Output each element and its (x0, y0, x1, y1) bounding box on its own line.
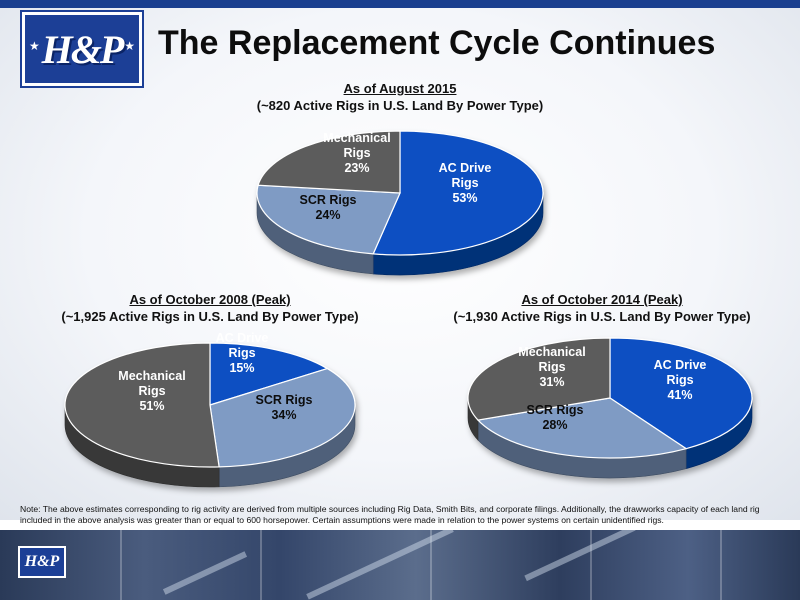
chart-subtitle: (~820 Active Rigs in U.S. Land By Power … (256, 98, 544, 113)
footer-decor (162, 551, 248, 595)
footer-decor (120, 530, 122, 600)
pie-slice-label: Mechanical Rigs 51% (118, 369, 185, 413)
footer-decor (720, 530, 722, 600)
chart-title: As of August 2015 (343, 81, 457, 96)
pie-slice-label: SCR Rigs 28% (527, 403, 584, 432)
chart-subtitle: (~1,930 Active Rigs in U.S. Land By Powe… (453, 309, 751, 324)
pie-chart-aug-2015 (256, 130, 544, 276)
pie-slice (256, 184, 401, 255)
pie-slice-label: SCR Rigs 34% (256, 393, 313, 422)
chart-title: As of October 2008 (Peak) (129, 292, 291, 307)
chart-heading-oct-2014: As of October 2014 (Peak) (~1,930 Active… (412, 291, 792, 325)
pie-slice (64, 342, 220, 468)
pie-slice-label: Mechanical Rigs 23% (323, 131, 390, 175)
pie-slice-label: AC Drive Rigs 41% (654, 358, 707, 402)
slide-title: The Replacement Cycle Continues (158, 24, 716, 62)
pie-labels: AC Drive Rigs 53% SCR Rigs 24% Mechanical Rigs… (118, 131, 706, 432)
footer-decor (590, 530, 592, 600)
pie-slice (257, 130, 401, 194)
footer-decor (260, 530, 262, 600)
star-icon: ★ (124, 39, 135, 53)
footer-logo: H&P (18, 546, 66, 578)
footer-decor (430, 530, 432, 600)
pie-slice-label: AC Drive Rigs 53% (439, 161, 492, 205)
pie-slice (476, 397, 688, 459)
pie-slice (209, 367, 356, 468)
pie-slice-label: AC Drive Rigs 15% (216, 331, 269, 375)
chart-title: As of October 2014 (Peak) (521, 292, 683, 307)
footer-decor (524, 530, 636, 582)
logo-text: H&P (41, 26, 125, 72)
chart-heading-oct-2008: As of October 2008 (Peak) (~1,925 Active… (20, 291, 400, 325)
pie-slice (467, 337, 611, 421)
pie-slice-label: SCR Rigs 24% (300, 193, 357, 222)
company-logo: ★ H&P ★ (22, 12, 142, 86)
chart-heading-aug-2015: As of August 2015 (~820 Active Rigs in U… (230, 80, 570, 114)
footer-photo-band (0, 530, 800, 600)
pie-charts-canvas: AC Drive Rigs 53% SCR Rigs 24% Mechanical Rigs… (64, 130, 753, 488)
pie-chart-oct-2008 (64, 342, 356, 488)
pie-slice-label: Mechanical Rigs 31% (518, 345, 585, 389)
pie-slice (372, 130, 544, 256)
pie-slice (209, 342, 329, 406)
chart-subtitle: (~1,925 Active Rigs in U.S. Land By Powe… (61, 309, 359, 324)
star-icon: ★ (29, 39, 40, 53)
top-accent-bar (0, 0, 800, 8)
pie-chart-oct-2014 (467, 337, 753, 479)
footnote: Note: The above estimates corresponding … (20, 504, 760, 525)
